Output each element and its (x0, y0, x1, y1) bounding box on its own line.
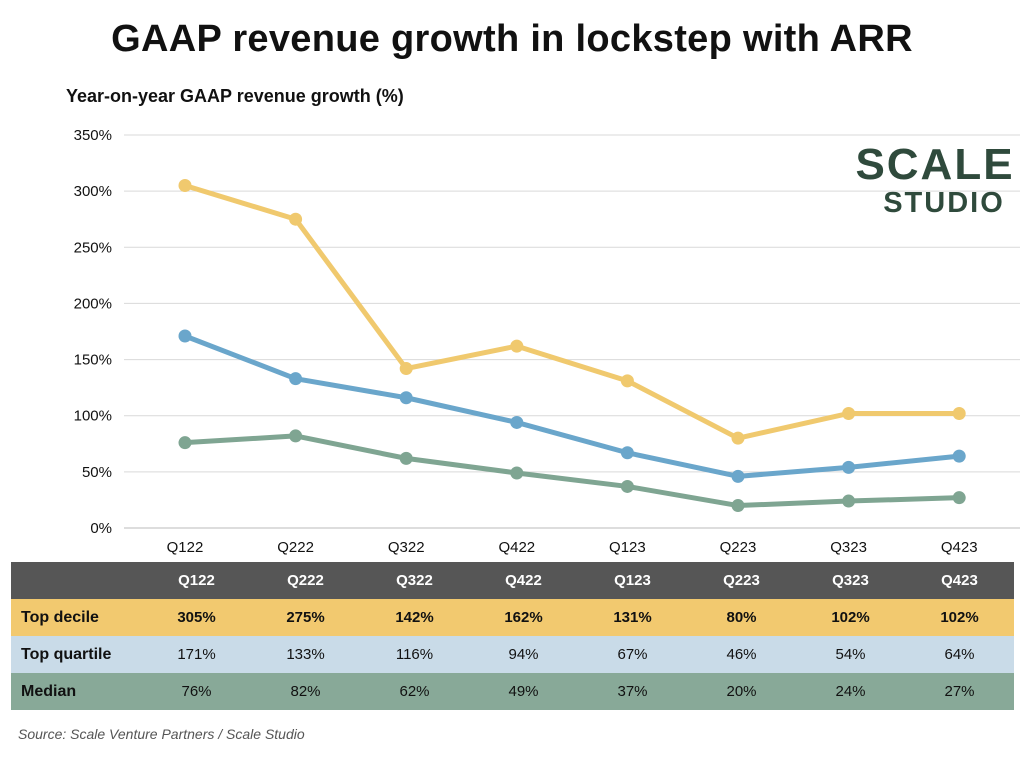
data-point (510, 339, 524, 353)
y-tick-label: 300% (74, 183, 112, 200)
x-tick-label: Q222 (277, 539, 314, 556)
data-point (399, 451, 413, 465)
data-point (731, 469, 745, 483)
data-point (289, 372, 303, 386)
table-row-top-quartile: Top quartile 171% 133% 116% 94% 67% 46% … (11, 636, 1014, 673)
row-label: Median (11, 673, 142, 710)
table-header-cell: Q423 (905, 562, 1014, 599)
table-cell: 80% (687, 599, 796, 636)
table-cell: 162% (469, 599, 578, 636)
table-header-cell: Q323 (796, 562, 905, 599)
x-tick-label: Q422 (498, 539, 535, 556)
table-row-top-decile: Top decile 305% 275% 142% 162% 131% 80% … (11, 599, 1014, 636)
table-cell: 82% (251, 673, 360, 710)
table-header-cell: Q123 (578, 562, 687, 599)
data-point (842, 494, 856, 508)
table-header-cell: Q422 (469, 562, 578, 599)
table-cell: 102% (796, 599, 905, 636)
logo-line-1: SCALE (855, 140, 1015, 189)
logo-line-2: STUDIO (883, 187, 1005, 219)
x-tick-label: Q123 (609, 539, 646, 556)
table-cell: 102% (905, 599, 1014, 636)
table-cell: 27% (905, 673, 1014, 710)
table-header-row: Q122 Q222 Q322 Q422 Q123 Q223 Q323 Q423 (11, 562, 1014, 599)
data-point (952, 406, 966, 420)
table-cell: 133% (251, 636, 360, 673)
data-point (842, 406, 856, 420)
table-header-cell: Q322 (360, 562, 469, 599)
table-cell: 67% (578, 636, 687, 673)
series-line (182, 433, 962, 509)
table-cell: 131% (578, 599, 687, 636)
table-header-cell: Q122 (142, 562, 251, 599)
data-point (731, 431, 745, 445)
table-row-median: Median 76% 82% 62% 49% 37% 20% 24% 27% (11, 673, 1014, 710)
data-point (399, 391, 413, 405)
x-tick-label: Q323 (830, 539, 867, 556)
series-top-decile (178, 179, 966, 445)
line-chart: 0% 50% 100% 150% 200% 250% 300% 350% Q122 Q222 Q3… (74, 127, 1020, 556)
series-top-quartile (178, 329, 966, 483)
data-point (510, 466, 524, 480)
series-line (182, 183, 962, 441)
table-cell: 76% (142, 673, 251, 710)
table-header-corner (11, 562, 142, 599)
y-tick-labels: 0% 50% 100% 150% 200% 250% 300% 350% (74, 127, 112, 537)
x-tick-labels: Q122 Q222 Q322 Q422 Q123 Q223 Q323 Q423 (167, 539, 978, 556)
row-label: Top quartile (11, 636, 142, 673)
y-axis-label: Year-on-year GAAP revenue growth (%) (66, 86, 404, 106)
data-point (620, 479, 634, 493)
table-cell: 37% (578, 673, 687, 710)
table-cell: 171% (142, 636, 251, 673)
y-tick-label: 100% (74, 408, 112, 425)
data-table: Q122 Q222 Q322 Q422 Q123 Q223 Q323 Q423 … (11, 562, 1014, 710)
table-cell: 275% (251, 599, 360, 636)
data-point (178, 436, 192, 450)
y-tick-label: 200% (74, 295, 112, 312)
data-point (399, 362, 413, 376)
table-cell: 116% (360, 636, 469, 673)
data-point (842, 460, 856, 474)
x-tick-label: Q223 (720, 539, 757, 556)
data-point (510, 415, 524, 429)
y-tick-label: 50% (82, 464, 112, 481)
y-tick-label: 350% (74, 127, 112, 144)
x-tick-label: Q423 (941, 539, 978, 556)
table-cell: 54% (796, 636, 905, 673)
series-lines (178, 179, 966, 513)
data-point (289, 212, 303, 226)
table-header-cell: Q223 (687, 562, 796, 599)
table-cell: 64% (905, 636, 1014, 673)
table-cell: 94% (469, 636, 578, 673)
data-point (952, 491, 966, 505)
table-header-cell: Q222 (251, 562, 360, 599)
data-point (178, 179, 192, 193)
data-point (620, 374, 634, 388)
series-median (178, 429, 966, 513)
data-point (289, 429, 303, 443)
data-point (731, 499, 745, 513)
y-tick-label: 150% (74, 352, 112, 369)
table-cell: 62% (360, 673, 469, 710)
x-tick-label: Q322 (388, 539, 425, 556)
table-cell: 20% (687, 673, 796, 710)
table-cell: 24% (796, 673, 905, 710)
data-point (952, 449, 966, 463)
y-tick-label: 0% (90, 520, 112, 537)
gridlines (124, 134, 1020, 529)
scale-studio-logo: SCALE STUDIO (850, 140, 1020, 219)
chart-title: GAAP revenue growth in lockstep with ARR (111, 18, 913, 60)
series-line (182, 333, 962, 479)
row-label: Top decile (11, 599, 142, 636)
data-point (178, 329, 192, 343)
table-cell: 305% (142, 599, 251, 636)
source-note: Source: Scale Venture Partners / Scale S… (18, 726, 305, 742)
table-cell: 142% (360, 599, 469, 636)
table-cell: 49% (469, 673, 578, 710)
data-point (620, 446, 634, 460)
x-tick-label: Q122 (167, 539, 204, 556)
y-tick-label: 250% (74, 239, 112, 256)
table-cell: 46% (687, 636, 796, 673)
